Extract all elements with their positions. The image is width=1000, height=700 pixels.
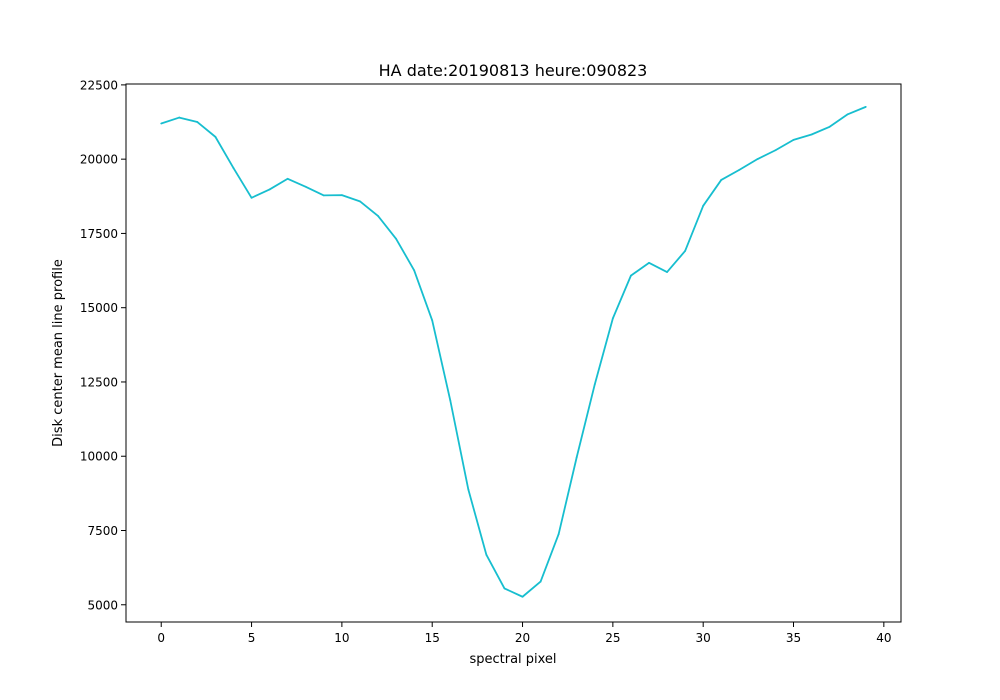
x-tick-label: 35 xyxy=(786,631,801,645)
y-tick-label: 20000 xyxy=(80,153,118,167)
data-point xyxy=(684,250,687,252)
data-point xyxy=(340,194,343,197)
data-point xyxy=(160,122,163,125)
x-axis: 0 5 10 15 20 25 30 35 40 xyxy=(157,622,891,645)
data-point xyxy=(539,580,542,583)
data-point xyxy=(828,125,831,128)
data-point xyxy=(630,274,632,277)
y-tick-label: 10000 xyxy=(80,450,118,464)
series-line xyxy=(160,106,867,598)
data-point xyxy=(485,553,488,556)
data-point xyxy=(774,149,777,152)
data-point xyxy=(359,200,361,203)
data-point xyxy=(268,188,271,191)
data-point xyxy=(611,317,614,320)
data-point xyxy=(503,587,506,590)
data-point xyxy=(648,261,650,264)
data-point xyxy=(395,237,397,240)
data-point xyxy=(322,194,325,197)
data-point xyxy=(846,113,849,116)
data-point xyxy=(232,167,235,169)
data-point xyxy=(286,177,289,180)
x-tick-label: 0 xyxy=(157,631,165,645)
data-point xyxy=(521,595,524,598)
data-point xyxy=(666,271,668,273)
y-tick-label: 7500 xyxy=(87,524,118,538)
y-tick-label: 12500 xyxy=(80,375,118,389)
x-tick-label: 40 xyxy=(876,631,891,645)
x-tick-label: 30 xyxy=(696,631,711,645)
data-point xyxy=(250,196,253,199)
y-axis: 5000 7500 10000 12500 15000 17500 20000 22500 xyxy=(80,78,126,612)
x-tick-label: 25 xyxy=(605,631,620,645)
data-point xyxy=(431,319,434,322)
data-point xyxy=(557,533,560,535)
chart-title: HA date:20190813 heure:090823 xyxy=(379,61,648,80)
y-tick-label: 22500 xyxy=(80,78,118,92)
data-point xyxy=(214,135,217,138)
data-point xyxy=(810,133,813,136)
x-tick-label: 5 xyxy=(248,631,256,645)
data-point xyxy=(864,105,867,108)
data-point xyxy=(792,138,795,141)
data-point xyxy=(467,488,470,491)
x-axis-label: spectral pixel xyxy=(469,652,556,667)
plot-frame xyxy=(125,83,902,623)
x-tick-label: 10 xyxy=(334,631,349,645)
data-point xyxy=(377,215,379,217)
data-point xyxy=(738,168,741,171)
data-point xyxy=(756,158,759,161)
data-point xyxy=(720,179,723,181)
y-tick-label: 17500 xyxy=(80,227,118,241)
data-point xyxy=(593,383,596,386)
data-point xyxy=(196,121,199,123)
data-point xyxy=(304,185,307,188)
x-tick-label: 15 xyxy=(425,631,440,645)
data-point xyxy=(702,204,705,207)
y-tick-label: 15000 xyxy=(80,301,118,315)
data-point xyxy=(178,116,181,119)
data-point xyxy=(449,399,452,402)
y-tick-label: 5000 xyxy=(87,598,118,612)
data-point xyxy=(575,456,578,459)
y-axis-label: Disk center mean line profile xyxy=(51,259,66,447)
x-tick-label: 20 xyxy=(515,631,530,645)
data-point xyxy=(413,269,416,272)
